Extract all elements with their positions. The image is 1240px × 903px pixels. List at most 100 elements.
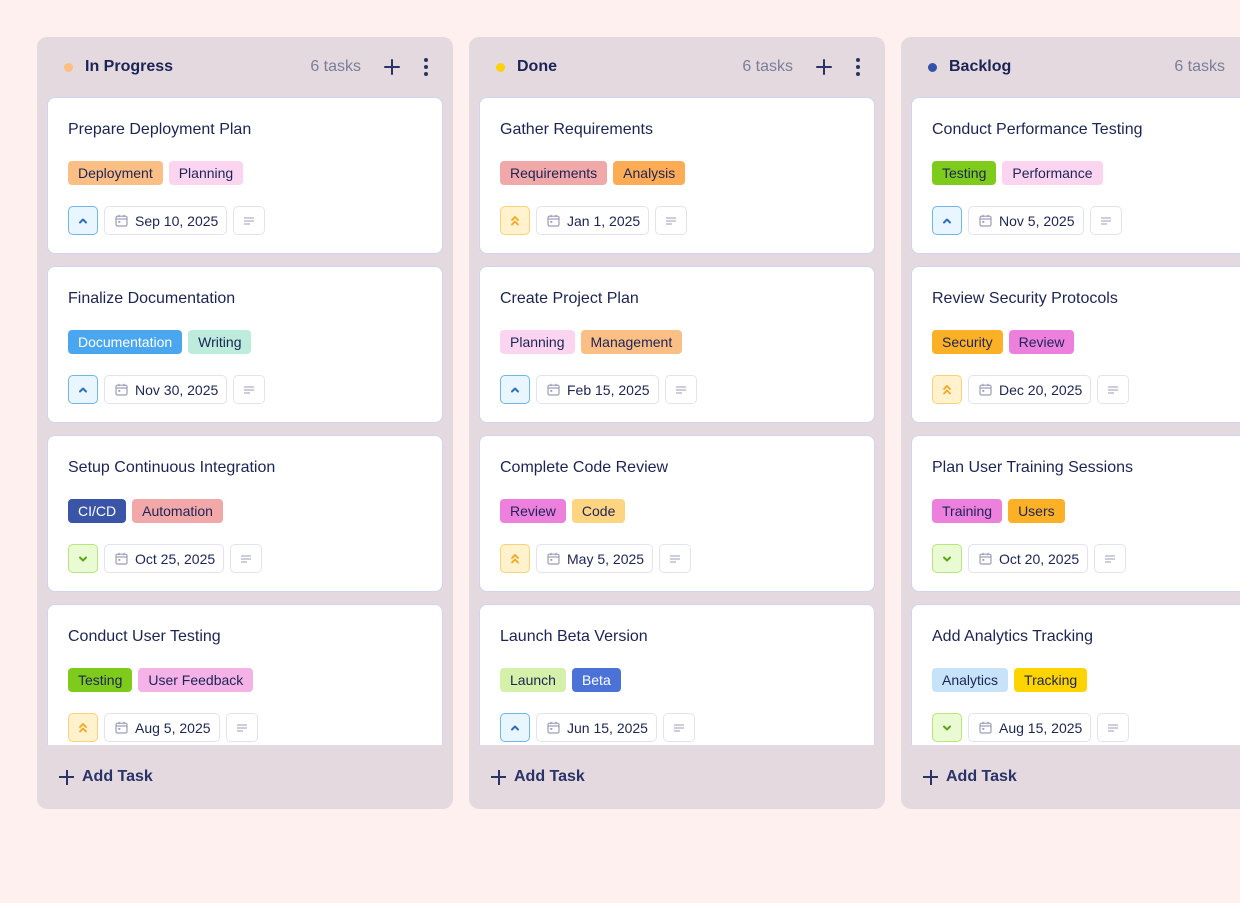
description-button[interactable] xyxy=(1089,206,1122,235)
text-lines-icon xyxy=(669,554,681,564)
due-date-button[interactable]: Oct 20, 2025 xyxy=(968,544,1089,573)
due-date-button[interactable]: Feb 15, 2025 xyxy=(536,375,659,404)
priority-button[interactable] xyxy=(500,206,530,235)
description-button[interactable] xyxy=(1097,713,1130,742)
task-card[interactable]: Prepare Deployment Plan Deployment Plannin… xyxy=(47,97,443,254)
task-card[interactable]: Finalize Documentation Documentation Writi… xyxy=(47,266,443,423)
description-button[interactable] xyxy=(233,375,266,404)
tag-label: Beta xyxy=(571,668,621,692)
due-date: Nov 5, 2025 xyxy=(999,212,1075,229)
priority-button[interactable] xyxy=(68,375,98,404)
column-backlog: Backlog 6 tasks Conduct Performance Testin… xyxy=(901,37,1240,809)
task-card[interactable]: Create Project Plan Planning Management Feb… xyxy=(479,266,875,423)
priority-button[interactable] xyxy=(500,713,530,742)
task-card[interactable]: Add Analytics Tracking Analytics Tracking A… xyxy=(911,604,1240,745)
priority-button[interactable] xyxy=(500,544,530,573)
priority-button[interactable] xyxy=(500,375,530,404)
tag-label: Requirements xyxy=(500,161,608,185)
description-button[interactable] xyxy=(659,544,692,573)
priority-button[interactable] xyxy=(932,713,962,742)
tag-list: Documentation Writing xyxy=(68,330,422,354)
add-task-button[interactable]: Add Task xyxy=(37,745,453,809)
task-card[interactable]: Plan User Training Sessions Training Users… xyxy=(911,435,1240,592)
task-card[interactable]: Conduct Performance Testing Testing Perfor… xyxy=(911,97,1240,254)
task-title: Setup Continuous Integration xyxy=(68,459,276,476)
double-chevron-up-icon xyxy=(941,383,953,397)
task-card[interactable]: Launch Beta Version Launch Beta Jun 15, 202… xyxy=(479,604,875,745)
calendar-icon xyxy=(115,214,128,227)
calendar-icon xyxy=(547,721,560,734)
text-lines-icon xyxy=(243,216,255,226)
tag-label: Testing xyxy=(68,668,133,692)
due-date-button[interactable]: Nov 30, 2025 xyxy=(104,375,228,404)
card-list[interactable]: Conduct Performance Testing Testing Perfor… xyxy=(911,97,1240,745)
description-button[interactable] xyxy=(1094,544,1127,573)
task-count: 6 tasks xyxy=(310,58,361,75)
description-button[interactable] xyxy=(662,713,695,742)
due-date-button[interactable]: Oct 25, 2025 xyxy=(104,544,225,573)
tag-label: Management xyxy=(580,330,683,354)
column-title: In Progress xyxy=(85,58,174,75)
task-meta: Nov 5, 2025 xyxy=(932,206,1240,235)
due-date-button[interactable]: Jun 15, 2025 xyxy=(536,713,657,742)
due-date-button[interactable]: May 5, 2025 xyxy=(536,544,654,573)
tag-label: Writing xyxy=(188,330,252,354)
card-list[interactable]: Prepare Deployment Plan Deployment Plannin… xyxy=(47,97,443,745)
add-task-button[interactable]: Add Task xyxy=(469,745,885,809)
tag-label: CI/CD xyxy=(68,499,127,523)
add-task-plus-icon[interactable] xyxy=(815,58,833,76)
task-card[interactable]: Complete Code Review Review Code May 5, 202… xyxy=(479,435,875,592)
tag-label: Users xyxy=(1008,499,1065,523)
tag-list: Analytics Tracking xyxy=(932,668,1240,692)
tag-label: Launch xyxy=(500,668,566,692)
task-meta: Nov 30, 2025 xyxy=(68,375,422,404)
description-button[interactable] xyxy=(655,206,688,235)
priority-button[interactable] xyxy=(932,375,962,404)
description-button[interactable] xyxy=(225,713,258,742)
tag-label: User Feedback xyxy=(138,668,254,692)
tag-list: Requirements Analysis xyxy=(500,161,854,185)
priority-button[interactable] xyxy=(932,544,962,573)
add-task-label: Add Task xyxy=(514,768,585,785)
tag-list: Launch Beta xyxy=(500,668,854,692)
calendar-icon xyxy=(979,721,992,734)
add-task-button[interactable]: Add Task xyxy=(901,745,1240,809)
more-vertical-icon[interactable] xyxy=(855,58,861,76)
due-date: Dec 20, 2025 xyxy=(999,381,1083,398)
priority-button[interactable] xyxy=(68,544,98,573)
priority-button[interactable] xyxy=(68,713,98,742)
status-dot-icon xyxy=(496,62,505,72)
due-date: Feb 15, 2025 xyxy=(567,381,650,398)
tag-list: Security Review xyxy=(932,330,1240,354)
task-card[interactable]: Review Security Protocols Security Review D… xyxy=(911,266,1240,423)
kanban-board: In Progress 6 tasks Prepare Deployment Pla… xyxy=(37,37,1240,809)
tag-label: Automation xyxy=(132,499,223,523)
due-date-button[interactable]: Nov 5, 2025 xyxy=(968,206,1084,235)
tag-label: Testing xyxy=(932,161,997,185)
due-date-button[interactable]: Jan 1, 2025 xyxy=(536,206,650,235)
priority-button[interactable] xyxy=(932,206,962,235)
due-date-button[interactable]: Aug 15, 2025 xyxy=(968,713,1092,742)
description-button[interactable] xyxy=(1097,375,1130,404)
chevron-up-icon xyxy=(77,384,89,396)
chevron-down-icon xyxy=(941,553,953,565)
text-lines-icon xyxy=(243,385,255,395)
description-button[interactable] xyxy=(230,544,263,573)
text-lines-icon xyxy=(1107,723,1119,733)
task-card[interactable]: Conduct User Testing Testing User Feedback… xyxy=(47,604,443,745)
more-vertical-icon[interactable] xyxy=(423,58,429,76)
add-task-plus-icon[interactable] xyxy=(383,58,401,76)
due-date-button[interactable]: Dec 20, 2025 xyxy=(968,375,1092,404)
calendar-icon xyxy=(547,552,560,565)
card-list[interactable]: Gather Requirements Requirements Analysis J… xyxy=(479,97,875,745)
due-date-button[interactable]: Aug 5, 2025 xyxy=(104,713,220,742)
due-date-button[interactable]: Sep 10, 2025 xyxy=(104,206,228,235)
task-card[interactable]: Gather Requirements Requirements Analysis J… xyxy=(479,97,875,254)
description-button[interactable] xyxy=(233,206,266,235)
text-lines-icon xyxy=(673,723,685,733)
tag-label: Tracking xyxy=(1014,668,1088,692)
task-meta: Jan 1, 2025 xyxy=(500,206,854,235)
description-button[interactable] xyxy=(664,375,697,404)
priority-button[interactable] xyxy=(68,206,98,235)
task-card[interactable]: Setup Continuous Integration CI/CD Automat… xyxy=(47,435,443,592)
